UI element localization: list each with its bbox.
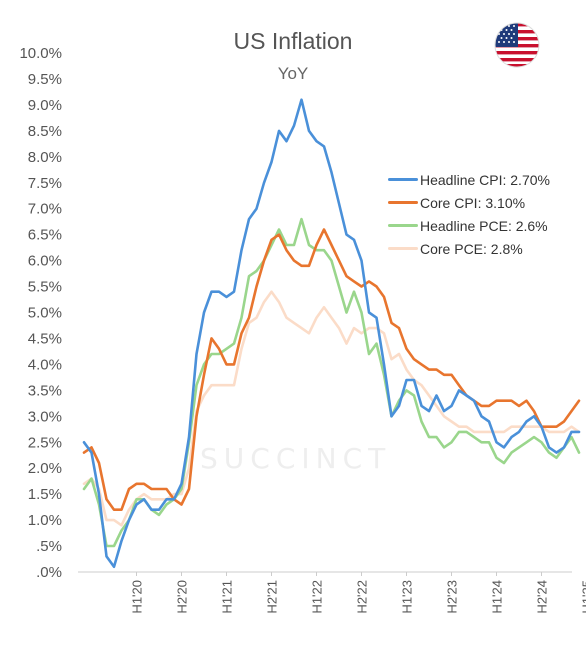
series-line: [82, 228, 581, 512]
y-tick-label: 7.0%: [28, 201, 62, 218]
legend-swatch: [388, 224, 418, 227]
legend-label: Core CPI: 3.10%: [420, 194, 526, 211]
legend-label: Headline CPI: 2.70%: [420, 171, 550, 188]
x-tick-label: H2'24: [535, 580, 550, 614]
y-tick-label: 9.5%: [28, 71, 62, 88]
y-tick-label: .5%: [36, 538, 62, 555]
x-tick-label: H1'25: [580, 580, 586, 614]
y-tick-label: 9.0%: [28, 97, 62, 114]
y-tick-label: 5.5%: [28, 279, 62, 296]
y-tick-label: 7.5%: [28, 175, 62, 192]
x-tick-label: H2'20: [175, 580, 190, 614]
x-tick-label: H2'21: [265, 580, 280, 614]
y-tick-label: 6.0%: [28, 253, 62, 270]
y-tick-label: 6.5%: [28, 227, 62, 244]
y-tick-label: 8.0%: [28, 149, 62, 166]
legend-item: Core CPI: 3.10%: [388, 191, 550, 214]
x-tick-label: H1'21: [220, 580, 235, 614]
legend-label: Headline PCE: 2.6%: [420, 217, 548, 234]
chart-subtitle: YoY: [277, 64, 309, 83]
legend-item: Core PCE: 2.8%: [388, 237, 550, 260]
series-line: [82, 98, 581, 569]
series-line: [82, 217, 581, 548]
x-tick-label: H1'20: [130, 580, 145, 614]
legend-item: Headline PCE: 2.6%: [388, 214, 550, 237]
legend-swatch: [388, 178, 418, 181]
legend-swatch: [388, 201, 418, 204]
y-tick-label: 3.5%: [28, 382, 62, 399]
us-flag-icon: [494, 22, 540, 68]
watermark-logo: SUCCINCT: [200, 442, 392, 475]
y-tick-label: 10.0%: [19, 45, 62, 62]
x-tick-label: H1'23: [400, 580, 415, 614]
y-tick-label: 1.0%: [28, 512, 62, 529]
x-tick-label: H1'22: [310, 580, 325, 614]
y-tick-label: 4.5%: [28, 330, 62, 347]
y-tick-label: 1.5%: [28, 486, 62, 503]
y-tick-label: 2.0%: [28, 460, 62, 477]
legend-item: Headline CPI: 2.70%: [388, 168, 550, 191]
x-tick-label: H2'23: [445, 580, 460, 614]
x-tick-label: H1'24: [490, 580, 505, 614]
y-tick-label: 5.0%: [28, 305, 62, 322]
legend-swatch: [388, 247, 418, 250]
y-tick-label: 2.5%: [28, 434, 62, 451]
y-tick-label: 3.0%: [28, 408, 62, 425]
y-tick-label: .0%: [36, 564, 62, 581]
y-tick-label: 8.5%: [28, 123, 62, 140]
chart-legend: Headline CPI: 2.70% Core CPI: 3.10% Head…: [388, 168, 550, 260]
legend-label: Core PCE: 2.8%: [420, 240, 523, 257]
x-tick-label: H2'22: [355, 580, 370, 614]
chart-title: US Inflation: [233, 28, 353, 54]
y-tick-label: 4.0%: [28, 356, 62, 373]
